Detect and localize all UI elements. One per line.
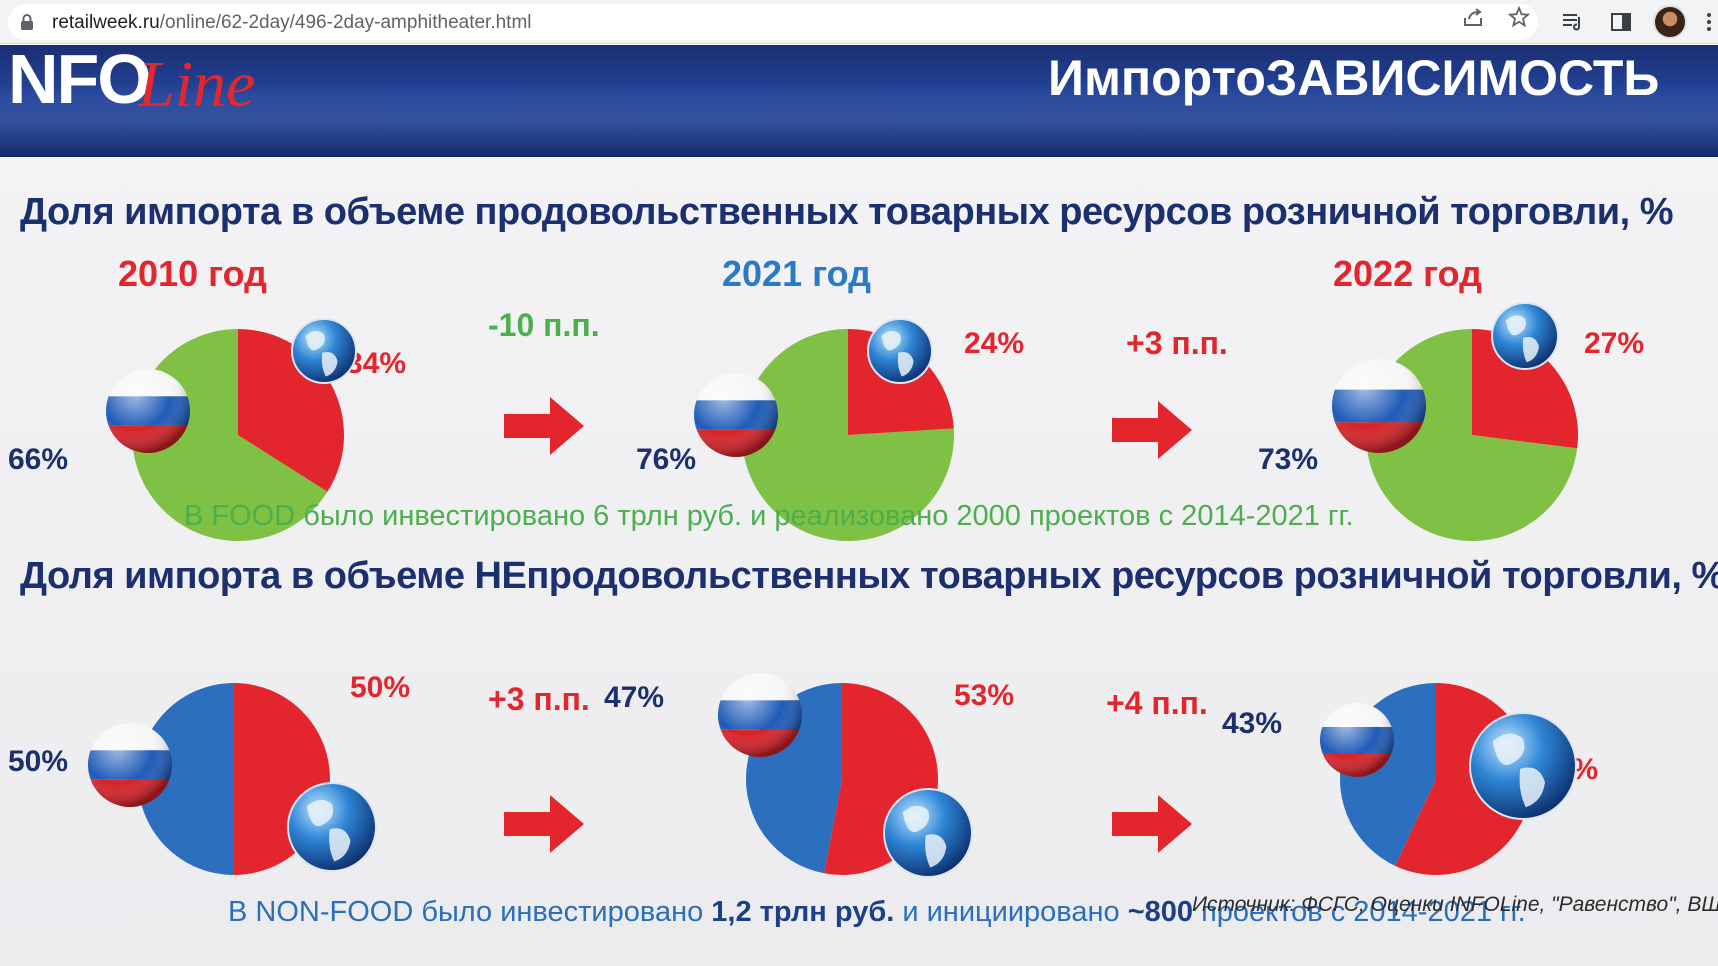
share-icon[interactable] <box>1460 4 1486 30</box>
nonfood-pie-2010-domestic-slice <box>138 683 234 875</box>
food-pie-2010-domestic-slice <box>132 329 328 541</box>
source-note: Источник: ФСГС, Оценки INFOLine, "Равенс… <box>1192 893 1718 916</box>
food-arrow-2 <box>1112 401 1192 459</box>
globe-icon <box>291 318 357 384</box>
avatar[interactable] <box>1653 5 1687 39</box>
food-pie-2022-import-slice <box>1472 329 1578 449</box>
food-import-label-2021: 24% <box>964 327 1025 360</box>
header-decoration <box>0 85 1718 155</box>
lock-icon[interactable] <box>20 14 34 30</box>
note-amount: 1,2 трлн руб. <box>711 896 895 928</box>
nonfood-section-title: Доля импорта в объеме НЕпродовольственны… <box>20 555 1718 597</box>
globe-icon <box>1469 712 1577 820</box>
nonfood-investment-note: В NON-FOOD было инвестировано 1,2 трлн р… <box>228 896 1526 929</box>
year-label-2021: 2021 год <box>722 253 871 294</box>
food-domestic-label-2022: 73% <box>1258 443 1319 476</box>
browser-toolbar: retailweek.ru/online/62-2day/496-2day-am… <box>0 0 1718 44</box>
header-title: ИмпортоЗАВИСИМОСТЬ <box>1048 50 1660 106</box>
russia-flag-icon <box>106 369 190 453</box>
food-domestic-label-2010: 66% <box>8 443 69 476</box>
nonfood-arrow-2 <box>1112 795 1192 853</box>
food-section-title: Доля импорта в объеме продовольственных … <box>20 191 1673 233</box>
note-text-1: В NON-FOOD было инвестировано <box>228 896 712 928</box>
russia-flag-icon <box>694 373 778 457</box>
food-investment-note: В FOOD было инвестировано 6 трлн руб. и … <box>184 500 1354 532</box>
nonfood-delta-2: +4 п.п. <box>1106 685 1208 721</box>
address-bar[interactable]: retailweek.ru/online/62-2day/496-2day-am… <box>8 4 1538 40</box>
globe-icon <box>867 318 933 384</box>
slide-header: NFO Line ИмпортоЗАВИСИМОСТЬ <box>0 45 1718 157</box>
note-projects: ~800 <box>1127 896 1194 928</box>
globe-icon <box>287 782 377 872</box>
nonfood-domestic-label-2010: 50% <box>8 745 69 778</box>
url-path: /online/62-2day/496-2day-amphitheater.ht… <box>159 12 532 33</box>
food-import-label-2022: 27% <box>1584 327 1645 360</box>
side-panel-icon[interactable] <box>1608 9 1634 35</box>
food-domestic-label-2021: 76% <box>636 443 697 476</box>
note-text-3: проектов с 2014-2021 гг. <box>1193 896 1526 928</box>
nonfood-arrow-1 <box>504 795 584 853</box>
nonfood-delta-1: +3 п.п. <box>488 681 590 717</box>
year-label-2022: 2022 год <box>1333 253 1482 294</box>
star-icon[interactable] <box>1506 4 1532 30</box>
note-text-2: и инициировано <box>894 896 1128 928</box>
url-domain: retailweek.ru <box>52 12 160 33</box>
reading-list-icon[interactable] <box>1560 9 1586 35</box>
nonfood-domestic-label-2021: 47% <box>604 681 665 714</box>
more-icon[interactable] <box>1702 9 1716 35</box>
food-arrow-1 <box>504 397 584 455</box>
year-label-2010: 2010 год <box>118 253 267 294</box>
russia-flag-icon <box>1332 359 1426 453</box>
russia-flag-icon <box>718 673 802 757</box>
nonfood-import-label-2021: 53% <box>954 679 1015 712</box>
url-text[interactable]: retailweek.ru/online/62-2day/496-2day-am… <box>52 12 532 34</box>
food-delta-1: -10 п.п. <box>488 307 600 343</box>
globe-icon <box>883 788 973 878</box>
globe-icon <box>1491 302 1559 370</box>
presentation-slide: NFO Line ИмпортоЗАВИСИМОСТЬ Доля импорта… <box>0 45 1718 966</box>
logo-nfo: NFO <box>8 45 152 118</box>
food-delta-2: +3 п.п. <box>1126 325 1228 361</box>
logo-line: Line <box>138 48 256 121</box>
russia-flag-icon <box>88 723 172 807</box>
russia-flag-icon <box>1320 703 1394 777</box>
nonfood-import-label-2010: 50% <box>350 671 411 704</box>
nonfood-domestic-label-2022: 43% <box>1222 707 1283 740</box>
